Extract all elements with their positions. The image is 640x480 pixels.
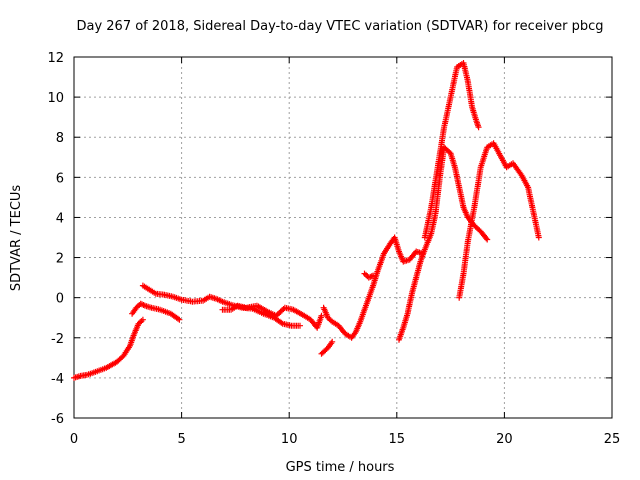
y-tick-label: 4 bbox=[56, 211, 64, 226]
chart-title: Day 267 of 2018, Sidereal Day-to-day VTE… bbox=[76, 19, 603, 34]
x-tick-label: 15 bbox=[389, 432, 406, 447]
x-tick-label: 10 bbox=[281, 432, 298, 447]
y-tick-label: -4 bbox=[51, 372, 64, 387]
x-tick-label: 20 bbox=[496, 432, 513, 447]
data-points bbox=[320, 234, 426, 341]
data-points bbox=[318, 338, 336, 357]
data-points bbox=[219, 302, 325, 331]
y-tick-label: 2 bbox=[56, 252, 64, 267]
x-axis-label: GPS time / hours bbox=[286, 460, 395, 475]
y-tick-label: -6 bbox=[51, 412, 64, 427]
y-tick-label: -2 bbox=[51, 332, 64, 347]
x-tick-label: 5 bbox=[177, 432, 185, 447]
data-points bbox=[456, 140, 542, 301]
axes: 0 5 10 15 20 25 -6 -4 -2 0 2 4 6 8 10 12 bbox=[47, 51, 620, 447]
y-tick-label: 0 bbox=[56, 292, 64, 307]
data-points bbox=[396, 144, 491, 343]
x-tick-label: 25 bbox=[604, 432, 621, 447]
y-tick-label: 8 bbox=[56, 131, 64, 146]
y-tick-label: 10 bbox=[47, 91, 64, 106]
y-tick-label: 6 bbox=[56, 171, 64, 186]
x-tick-label: 0 bbox=[70, 432, 78, 447]
data-points bbox=[129, 300, 183, 323]
data-points bbox=[139, 282, 303, 329]
data-points bbox=[361, 270, 377, 281]
data-series-pbcg bbox=[71, 60, 542, 381]
data-points bbox=[71, 316, 146, 381]
plot-frame bbox=[73, 56, 613, 419]
y-axis-label: SDTVAR / TECUs bbox=[9, 185, 24, 292]
data-points bbox=[421, 60, 482, 241]
y-tick-label: 12 bbox=[47, 51, 64, 66]
